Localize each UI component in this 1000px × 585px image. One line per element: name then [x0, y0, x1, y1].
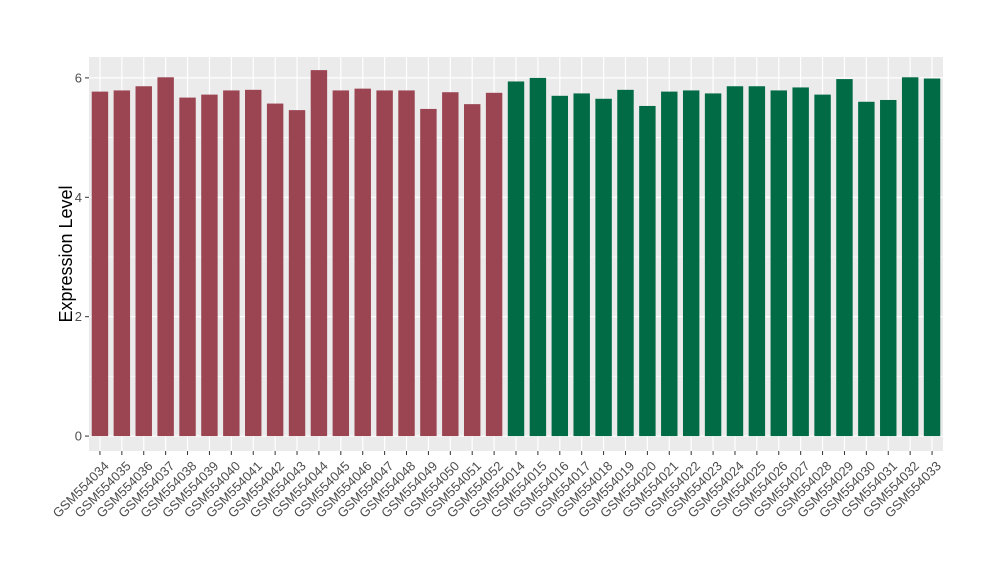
bar-GSM554040	[223, 90, 240, 437]
bar-GSM554015	[529, 77, 547, 437]
bar-GSM554035	[113, 90, 131, 437]
bar-GSM554042	[266, 103, 284, 437]
bar-GSM554034	[91, 91, 109, 437]
bar-GSM554020	[639, 105, 656, 437]
bar-GSM554041	[245, 89, 262, 437]
bar-GSM554018	[595, 98, 612, 437]
bar-GSM554027	[792, 87, 809, 437]
bar-GSM554037	[157, 77, 174, 437]
y-axis: 0 2 4 6	[75, 70, 89, 444]
bar-GSM554024	[726, 86, 744, 437]
bar-GSM554031	[880, 99, 897, 437]
bar-GSM554017	[573, 93, 590, 437]
bars	[91, 70, 941, 437]
bar-GSM554032	[901, 77, 919, 437]
y-tick-label: 0	[75, 429, 82, 444]
y-tick-label: 6	[75, 70, 82, 85]
bar-GSM554033	[923, 78, 941, 437]
bar-GSM554047	[376, 90, 393, 437]
bar-GSM554029	[836, 79, 853, 437]
bar-GSM554025	[748, 86, 766, 437]
bar-GSM554023	[704, 93, 722, 437]
bar-GSM554038	[179, 97, 196, 437]
y-axis-label: Expression Level	[56, 185, 76, 322]
bar-GSM554046	[354, 88, 371, 437]
bar-GSM554028	[814, 94, 831, 437]
bar-GSM554021	[661, 91, 678, 437]
y-tick-label: 2	[75, 309, 82, 324]
bar-GSM554049	[420, 108, 437, 437]
bar-GSM554051	[463, 104, 481, 437]
bar-GSM554014	[507, 81, 525, 437]
bar-GSM554016	[551, 95, 569, 437]
bar-GSM554052	[485, 92, 503, 437]
y-tick-label: 4	[75, 190, 82, 205]
bar-GSM554030	[858, 101, 875, 437]
bar-GSM554026	[770, 90, 787, 437]
bar-GSM554019	[617, 89, 634, 437]
bar-GSM554048	[398, 90, 415, 437]
bar-GSM554045	[332, 90, 350, 437]
bar-GSM554039	[201, 94, 218, 437]
bar-GSM554022	[682, 90, 700, 437]
bar-GSM554044	[310, 70, 328, 437]
bar-GSM554043	[288, 110, 306, 437]
bar-GSM554036	[135, 86, 152, 437]
x-axis: GSM554034GSM554035GSM554036GSM554037GSM5…	[50, 451, 944, 521]
bar-GSM554050	[442, 92, 459, 437]
